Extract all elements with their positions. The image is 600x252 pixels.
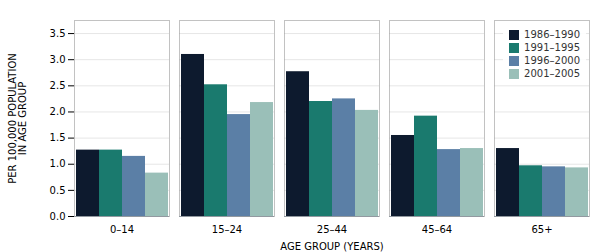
svg-text:PER 100,000 POPULATIONIN AGE G: PER 100,000 POPULATIONIN AGE GROUP [7, 53, 28, 184]
svg-text:65+: 65+ [531, 224, 552, 235]
svg-text:0.5: 0.5 [50, 185, 66, 196]
html-text:1991–1995: 1991–1995 [524, 42, 580, 53]
svg-text:2.0: 2.0 [50, 106, 66, 117]
html-text:1986–1990: 1986–1990 [524, 29, 580, 40]
svg-text:2.5: 2.5 [50, 80, 66, 91]
svg-text:1.0: 1.0 [50, 158, 66, 169]
svg-text:15–24: 15–24 [212, 224, 242, 235]
svg-text:0.0: 0.0 [50, 211, 66, 222]
svg-text:AGE GROUP (YEARS): AGE GROUP (YEARS) [280, 241, 383, 252]
svg-text:3.0: 3.0 [50, 54, 66, 65]
html-text:1996–2000: 1996–2000 [524, 55, 580, 66]
svg-text:0–14: 0–14 [110, 224, 134, 235]
svg-text:25–44: 25–44 [317, 224, 347, 235]
svg-text:45–64: 45–64 [422, 224, 452, 235]
html-text:2001–2005: 2001–2005 [524, 68, 580, 79]
svg-text:3.5: 3.5 [50, 28, 66, 39]
svg-text:1.5: 1.5 [50, 132, 66, 143]
